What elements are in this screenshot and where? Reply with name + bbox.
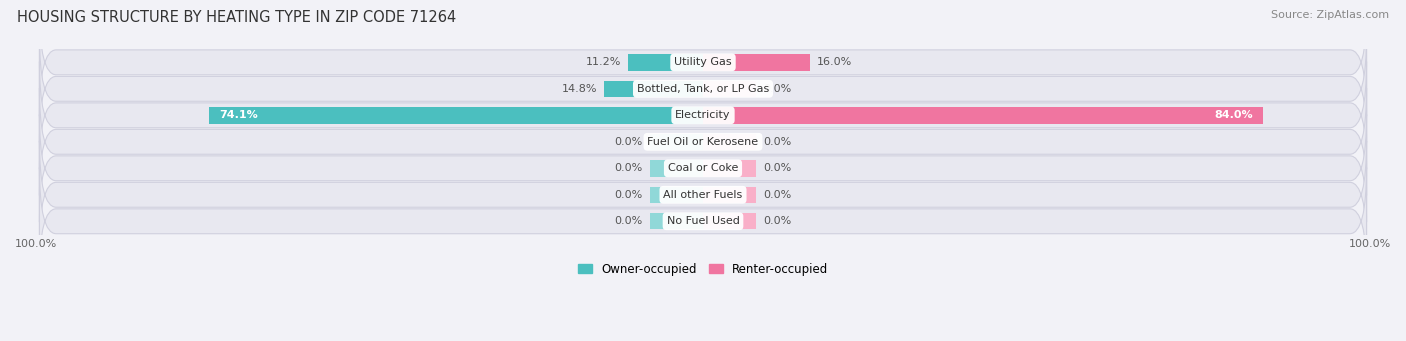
Bar <box>703 187 756 203</box>
Text: Utility Gas: Utility Gas <box>675 57 731 67</box>
Bar <box>650 213 703 229</box>
Text: 84.0%: 84.0% <box>1215 110 1253 120</box>
Text: 0.0%: 0.0% <box>614 190 643 200</box>
Text: 0.0%: 0.0% <box>614 163 643 173</box>
Bar <box>650 187 703 203</box>
Text: 0.0%: 0.0% <box>763 190 792 200</box>
Text: Electricity: Electricity <box>675 110 731 120</box>
Text: Coal or Coke: Coal or Coke <box>668 163 738 173</box>
Text: 16.0%: 16.0% <box>817 57 852 67</box>
Text: No Fuel Used: No Fuel Used <box>666 216 740 226</box>
Text: 0.0%: 0.0% <box>763 84 792 94</box>
FancyBboxPatch shape <box>39 88 1367 196</box>
Text: 11.2%: 11.2% <box>586 57 621 67</box>
Text: All other Fuels: All other Fuels <box>664 190 742 200</box>
FancyBboxPatch shape <box>39 115 1367 222</box>
Text: 14.8%: 14.8% <box>562 84 598 94</box>
FancyBboxPatch shape <box>39 141 1367 249</box>
Text: 0.0%: 0.0% <box>614 216 643 226</box>
Text: 0.0%: 0.0% <box>763 163 792 173</box>
Bar <box>628 54 703 71</box>
Text: 74.1%: 74.1% <box>219 110 257 120</box>
FancyBboxPatch shape <box>39 35 1367 143</box>
Text: Source: ZipAtlas.com: Source: ZipAtlas.com <box>1271 10 1389 20</box>
Bar <box>650 134 703 150</box>
Bar <box>605 80 703 97</box>
Bar <box>703 134 756 150</box>
Bar <box>703 213 756 229</box>
Text: Bottled, Tank, or LP Gas: Bottled, Tank, or LP Gas <box>637 84 769 94</box>
Text: Fuel Oil or Kerosene: Fuel Oil or Kerosene <box>647 137 759 147</box>
Bar <box>650 160 703 177</box>
Text: HOUSING STRUCTURE BY HEATING TYPE IN ZIP CODE 71264: HOUSING STRUCTURE BY HEATING TYPE IN ZIP… <box>17 10 456 25</box>
Legend: Owner-occupied, Renter-occupied: Owner-occupied, Renter-occupied <box>572 258 834 281</box>
Bar <box>703 160 756 177</box>
Text: 0.0%: 0.0% <box>614 137 643 147</box>
Bar <box>703 54 810 71</box>
FancyBboxPatch shape <box>39 167 1367 275</box>
Text: 0.0%: 0.0% <box>763 137 792 147</box>
FancyBboxPatch shape <box>39 61 1367 169</box>
Text: 0.0%: 0.0% <box>763 216 792 226</box>
Bar <box>703 107 1263 123</box>
Bar <box>209 107 703 123</box>
Bar <box>703 80 756 97</box>
FancyBboxPatch shape <box>39 9 1367 116</box>
